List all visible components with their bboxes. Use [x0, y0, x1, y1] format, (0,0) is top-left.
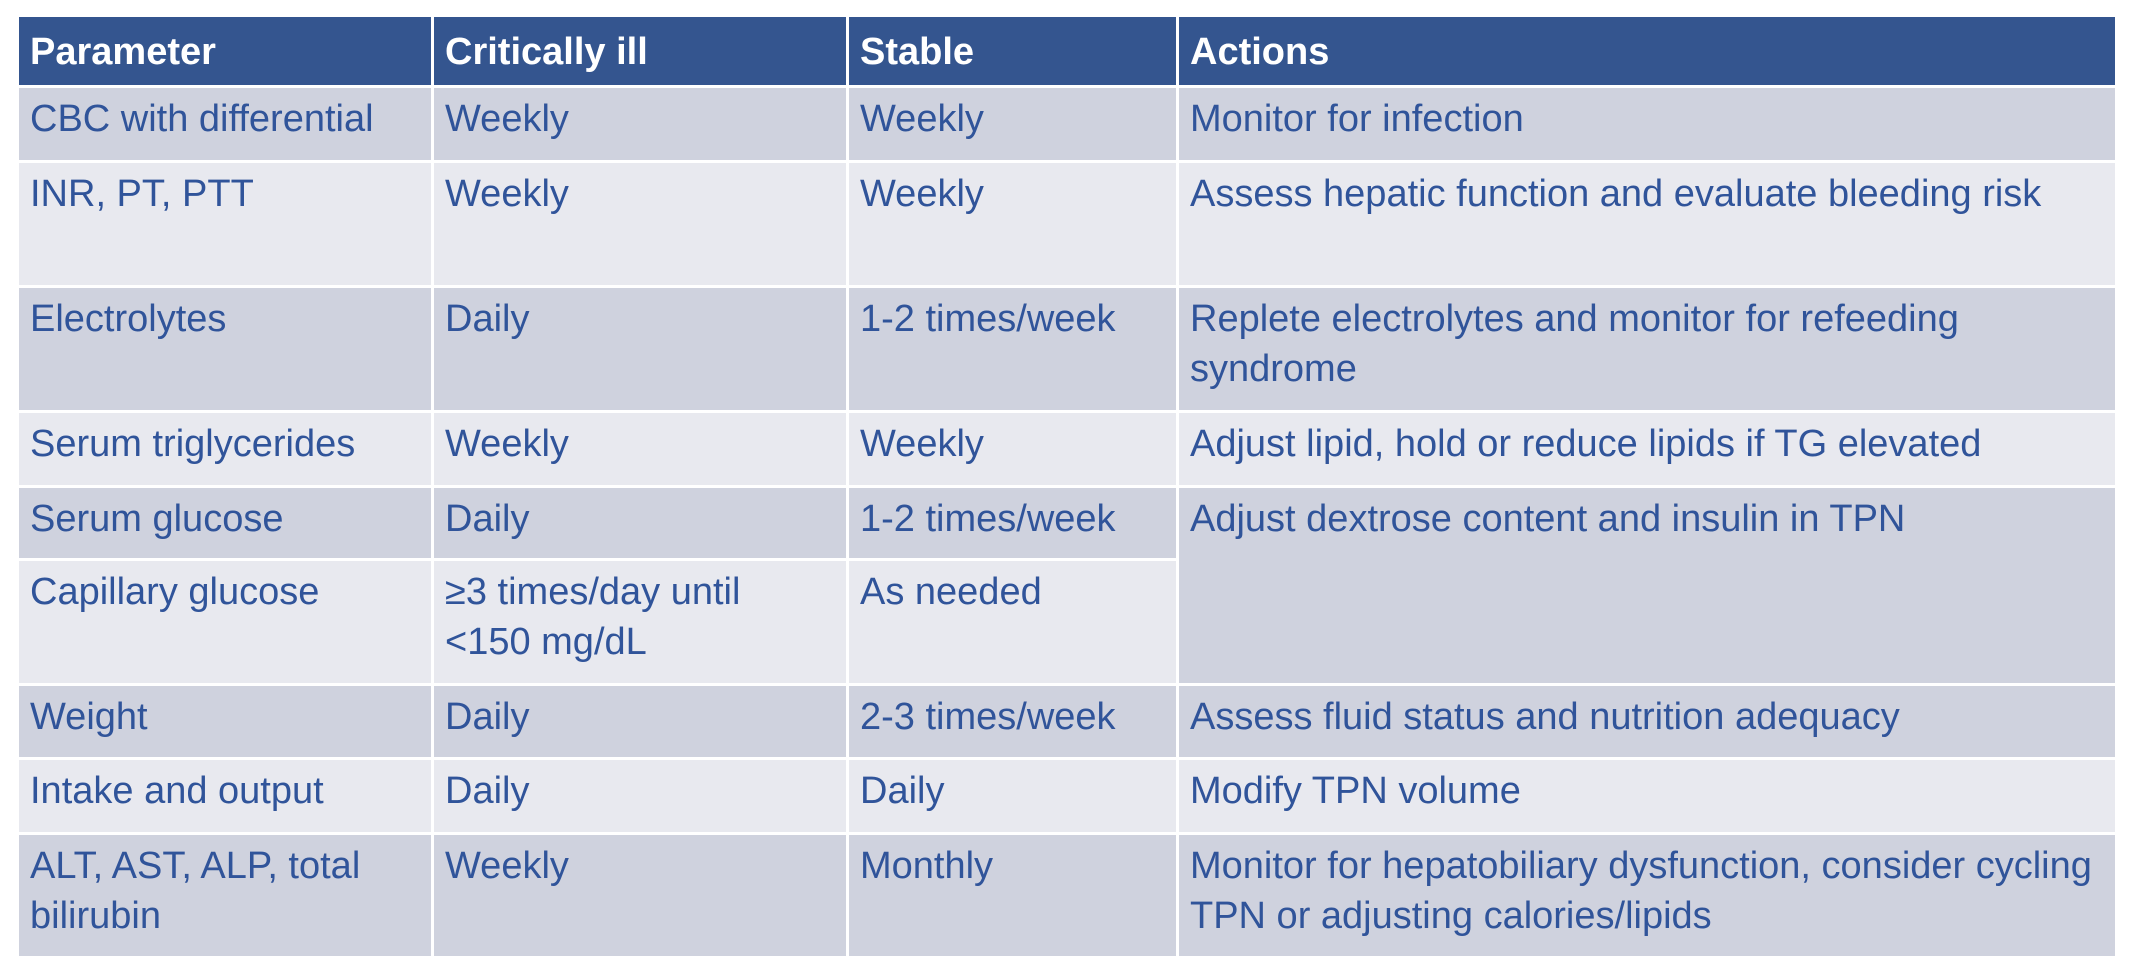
- table-cell: Weekly: [431, 85, 849, 163]
- table-cell: Assess hepatic function and evaluate ble…: [1176, 160, 2118, 288]
- table-cell: Daily: [431, 757, 849, 835]
- table-cell: Weekly: [431, 160, 849, 288]
- table-cell: Adjust dextrose content and insulin in T…: [1176, 485, 2118, 686]
- header-cell: Stable: [846, 14, 1179, 88]
- table-cell: Modify TPN volume: [1176, 757, 2118, 835]
- table-cell: Daily: [431, 285, 849, 413]
- table-cell: ≥3 times/day until <150 mg/dL: [431, 558, 849, 686]
- table-cell: Weight: [16, 683, 434, 760]
- header-row: Parameter Critically ill Stable Actions: [16, 14, 2118, 88]
- table-cell: Serum glucose: [16, 485, 434, 561]
- table-cell: Weekly: [431, 832, 849, 959]
- table-cell: Weekly: [846, 85, 1179, 163]
- header-cell: Parameter: [16, 14, 434, 88]
- table-cell: Monthly: [846, 832, 1179, 959]
- table-cell: Weekly: [846, 160, 1179, 288]
- table-row: Electrolytes Daily 1-2 times/week Replete e…: [16, 285, 2118, 413]
- table-cell: Electrolytes: [16, 285, 434, 413]
- table-cell: 1-2 times/week: [846, 485, 1179, 561]
- monitoring-table: Parameter Critically ill Stable Actions CBC…: [16, 14, 2118, 959]
- table-cell: Adjust lipid, hold or reduce lipids if T…: [1176, 410, 2118, 488]
- table-row: CBC with differential Weekly Weekly Monitor…: [16, 85, 2118, 163]
- table-cell: Intake and output: [16, 757, 434, 835]
- table-cell: Assess fluid status and nutrition adequa…: [1176, 683, 2118, 760]
- table-cell: Capillary glucose: [16, 558, 434, 686]
- table-cell: Daily: [846, 757, 1179, 835]
- table-row: ALT, AST, ALP, total bilirubin Weekly Mont…: [16, 832, 2118, 959]
- table-row: Intake and output Daily Daily Modify TPN vo…: [16, 757, 2118, 835]
- table-cell: Serum triglycerides: [16, 410, 434, 488]
- table-cell: CBC with differential: [16, 85, 434, 163]
- table-row: INR, PT, PTT Weekly Weekly Assess hepatic f…: [16, 160, 2118, 288]
- table-cell: Daily: [431, 683, 849, 760]
- table-cell: Monitor for hepatobiliary dysfunction, c…: [1176, 832, 2118, 959]
- table-row: Weight Daily 2-3 times/week Assess fluid st…: [16, 683, 2118, 760]
- table-row: Serum glucose Daily 1-2 times/week Adjust d…: [16, 485, 2118, 686]
- table-cell: Weekly: [431, 410, 849, 488]
- table-cell: 1-2 times/week: [846, 285, 1179, 413]
- table-cell: ALT, AST, ALP, total bilirubin: [16, 832, 434, 959]
- table-cell: Replete electrolytes and monitor for ref…: [1176, 285, 2118, 413]
- table-cell: Weekly: [846, 410, 1179, 488]
- table-cell: INR, PT, PTT: [16, 160, 434, 288]
- table-row: Serum triglycerides Weekly Weekly Adjust li…: [16, 410, 2118, 488]
- header-cell: Actions: [1176, 14, 2118, 88]
- table-cell: 2-3 times/week: [846, 683, 1179, 760]
- table-cell: Monitor for infection: [1176, 85, 2118, 163]
- table-cell: As needed: [846, 558, 1179, 686]
- table-cell: Daily: [431, 485, 849, 561]
- header-cell: Critically ill: [431, 14, 849, 88]
